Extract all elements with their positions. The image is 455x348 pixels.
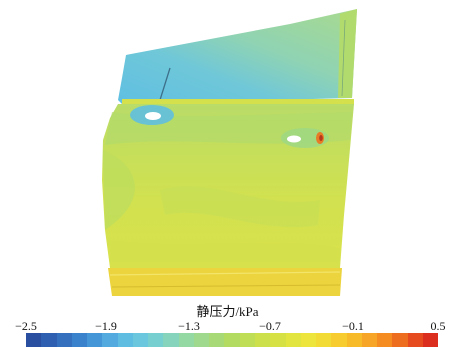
colorbar-swatch — [346, 333, 362, 347]
colorbar-swatch — [193, 333, 210, 347]
window-frame-region — [118, 9, 357, 104]
belt-line-strip — [122, 99, 354, 105]
handle-hotspot-core — [319, 135, 323, 141]
colorbar-swatch — [87, 333, 103, 347]
colorbar-swatch — [132, 333, 149, 347]
handle-zone — [281, 128, 329, 148]
colorbar-tick-label: −1.3 — [178, 319, 200, 333]
colorbar-swatch — [377, 333, 393, 347]
colorbar-swatch — [361, 333, 378, 347]
colorbar-swatch — [270, 333, 286, 347]
pressure-band-left — [103, 150, 135, 230]
door-sill-region — [108, 268, 342, 296]
pillar-line-right — [341, 19, 346, 97]
handle-recess — [287, 135, 301, 143]
mirror-suction-core — [145, 112, 161, 120]
colorbar-swatch — [331, 333, 347, 347]
colorbar-swatch — [102, 333, 118, 347]
colorbar-swatch — [300, 333, 317, 347]
window-frame-right-band — [338, 9, 357, 98]
colorbar-tick-label: −0.1 — [342, 319, 364, 333]
colorbar-swatch — [56, 333, 72, 347]
colorbar-swatch — [422, 333, 439, 347]
pressure-band-mid — [160, 186, 320, 228]
sill-ridge-bottom — [111, 284, 341, 288]
colorbar-tick-label: −0.7 — [259, 319, 281, 333]
colorbar-swatch — [254, 333, 271, 347]
colorbar-swatch — [209, 333, 225, 347]
colorbar-swatch — [41, 333, 57, 347]
colorbar-swatch — [163, 333, 179, 347]
colorbar-swatch — [392, 333, 408, 347]
colorbar-title: 静压力/kPa — [196, 304, 259, 319]
colorbar-swatch — [224, 333, 240, 347]
colorbar-swatch — [26, 333, 42, 347]
sill-ridge-top — [109, 271, 341, 276]
colorbar-swatch — [148, 333, 164, 347]
colorbar-tick-label: 0.5 — [430, 319, 446, 333]
a-pillar-line — [159, 67, 171, 101]
colorbar-swatch — [178, 333, 194, 347]
colorbar-swatch — [285, 333, 301, 347]
pressure-band-lower — [110, 240, 340, 268]
colorbar-swatch — [316, 333, 332, 347]
colorbar-swatch — [117, 333, 133, 347]
colorbar-swatch — [407, 333, 423, 347]
colorbar-tick-label: −1.9 — [95, 319, 117, 333]
colorbar-swatch — [239, 333, 255, 347]
colorbar-swatch — [71, 333, 88, 347]
colorbar — [26, 333, 439, 347]
colorbar-tick-label: −2.5 — [15, 319, 37, 333]
